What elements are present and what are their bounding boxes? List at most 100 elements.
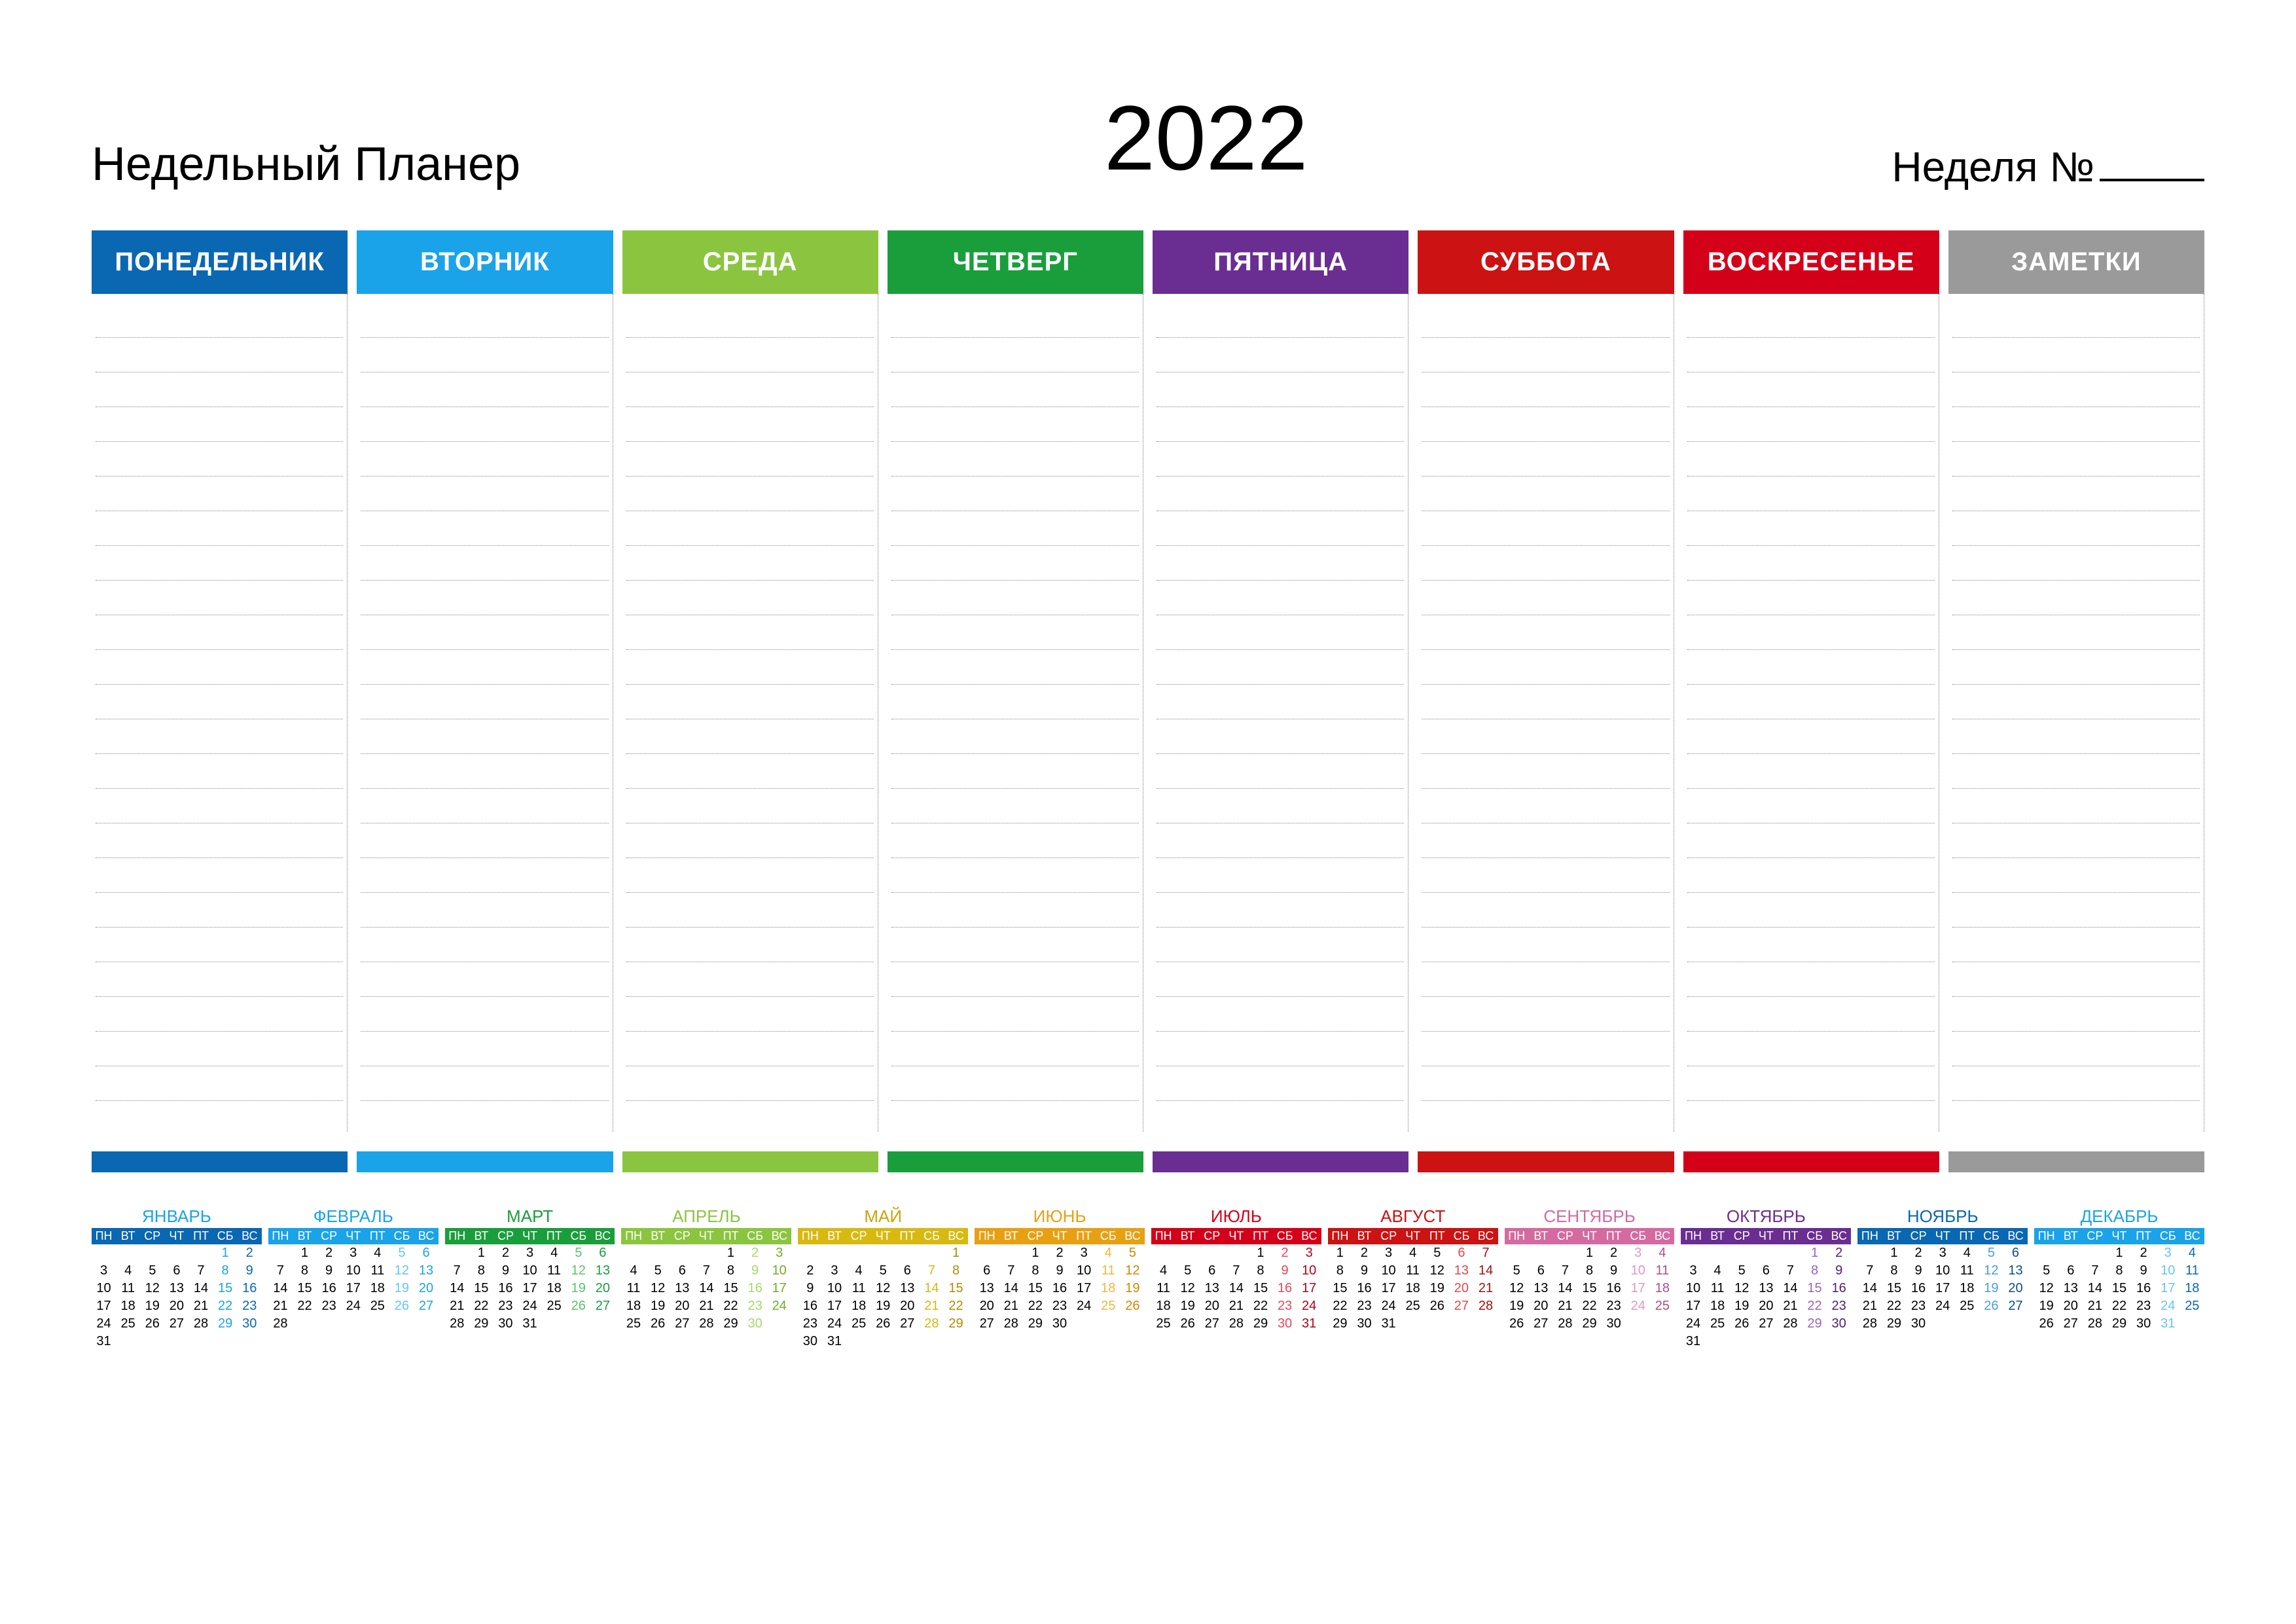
planner-row[interactable]	[1157, 823, 1404, 858]
planner-row[interactable]	[626, 1032, 874, 1066]
planner-row[interactable]	[1687, 858, 1935, 893]
planner-row[interactable]	[96, 303, 343, 338]
planner-row[interactable]	[96, 442, 343, 477]
planner-row[interactable]	[1952, 338, 2200, 372]
planner-row[interactable]	[1422, 789, 1669, 823]
planner-row[interactable]	[361, 407, 608, 442]
planner-row[interactable]	[1687, 789, 1935, 823]
planner-row[interactable]	[1952, 997, 2200, 1032]
planner-row[interactable]	[1422, 719, 1669, 754]
planner-row[interactable]	[626, 789, 874, 823]
planner-row[interactable]	[1157, 546, 1404, 581]
planner-row[interactable]	[626, 928, 874, 962]
planner-row[interactable]	[96, 823, 343, 858]
planner-row[interactable]	[626, 685, 874, 719]
planner-row[interactable]	[361, 615, 608, 650]
planner-row[interactable]	[1952, 303, 2200, 338]
planner-row[interactable]	[1422, 928, 1669, 962]
planner-row[interactable]	[361, 477, 608, 511]
planner-row[interactable]	[891, 1066, 1139, 1101]
planner-row[interactable]	[361, 997, 608, 1032]
planner-row[interactable]	[1952, 581, 2200, 615]
week-number-blank[interactable]	[2100, 179, 2204, 181]
planner-row[interactable]	[891, 442, 1139, 477]
planner-row[interactable]	[1952, 511, 2200, 546]
planner-row[interactable]	[1687, 511, 1935, 546]
planner-row[interactable]	[361, 962, 608, 997]
planner-row[interactable]	[1952, 1066, 2200, 1101]
planner-row[interactable]	[1422, 650, 1669, 685]
planner-row[interactable]	[1157, 789, 1404, 823]
planner-row[interactable]	[1422, 477, 1669, 511]
planner-row[interactable]	[1687, 338, 1935, 372]
planner-row[interactable]	[1422, 407, 1669, 442]
planner-row[interactable]	[891, 546, 1139, 581]
planner-row[interactable]	[626, 338, 874, 372]
planner-row[interactable]	[361, 928, 608, 962]
planner-row[interactable]	[1157, 477, 1404, 511]
planner-row[interactable]	[96, 615, 343, 650]
planner-row[interactable]	[96, 511, 343, 546]
planner-row[interactable]	[1422, 372, 1669, 407]
planner-row[interactable]	[1687, 823, 1935, 858]
planner-row[interactable]	[891, 511, 1139, 546]
planner-row[interactable]	[96, 546, 343, 581]
planner-row[interactable]	[1952, 1032, 2200, 1066]
planner-row[interactable]	[1157, 338, 1404, 372]
planner-row[interactable]	[626, 962, 874, 997]
column-body[interactable]	[1948, 294, 2204, 1132]
planner-row[interactable]	[1157, 650, 1404, 685]
planner-row[interactable]	[96, 928, 343, 962]
planner-row[interactable]	[1157, 928, 1404, 962]
planner-row[interactable]	[1157, 442, 1404, 477]
planner-row[interactable]	[96, 407, 343, 442]
planner-row[interactable]	[891, 581, 1139, 615]
planner-row[interactable]	[1422, 546, 1669, 581]
planner-row[interactable]	[1687, 685, 1935, 719]
planner-row[interactable]	[1422, 338, 1669, 372]
planner-row[interactable]	[1157, 719, 1404, 754]
planner-row[interactable]	[1157, 511, 1404, 546]
planner-row[interactable]	[1687, 719, 1935, 754]
planner-row[interactable]	[626, 372, 874, 407]
planner-row[interactable]	[96, 858, 343, 893]
planner-row[interactable]	[96, 685, 343, 719]
planner-row[interactable]	[626, 858, 874, 893]
planner-row[interactable]	[626, 581, 874, 615]
planner-row[interactable]	[626, 823, 874, 858]
planner-row[interactable]	[361, 338, 608, 372]
planner-row[interactable]	[1952, 962, 2200, 997]
planner-row[interactable]	[96, 1066, 343, 1101]
planner-row[interactable]	[1952, 650, 2200, 685]
planner-row[interactable]	[1157, 1032, 1404, 1066]
planner-row[interactable]	[891, 719, 1139, 754]
planner-row[interactable]	[96, 719, 343, 754]
planner-row[interactable]	[891, 372, 1139, 407]
planner-row[interactable]	[1157, 372, 1404, 407]
planner-row[interactable]	[891, 407, 1139, 442]
planner-row[interactable]	[626, 477, 874, 511]
planner-row[interactable]	[626, 719, 874, 754]
planner-row[interactable]	[891, 338, 1139, 372]
planner-row[interactable]	[891, 1032, 1139, 1066]
column-body[interactable]	[1153, 294, 1408, 1132]
planner-row[interactable]	[891, 893, 1139, 928]
planner-row[interactable]	[1422, 997, 1669, 1032]
planner-row[interactable]	[361, 685, 608, 719]
column-body[interactable]	[92, 294, 348, 1132]
planner-row[interactable]	[891, 477, 1139, 511]
planner-row[interactable]	[1687, 754, 1935, 789]
planner-row[interactable]	[1157, 997, 1404, 1032]
planner-row[interactable]	[626, 754, 874, 789]
column-body[interactable]	[1418, 294, 1674, 1132]
planner-row[interactable]	[1422, 893, 1669, 928]
planner-row[interactable]	[1157, 858, 1404, 893]
planner-row[interactable]	[1157, 581, 1404, 615]
planner-row[interactable]	[1157, 893, 1404, 928]
planner-row[interactable]	[361, 442, 608, 477]
planner-row[interactable]	[1422, 511, 1669, 546]
planner-row[interactable]	[361, 546, 608, 581]
planner-row[interactable]	[626, 893, 874, 928]
planner-row[interactable]	[361, 719, 608, 754]
planner-row[interactable]	[1952, 789, 2200, 823]
